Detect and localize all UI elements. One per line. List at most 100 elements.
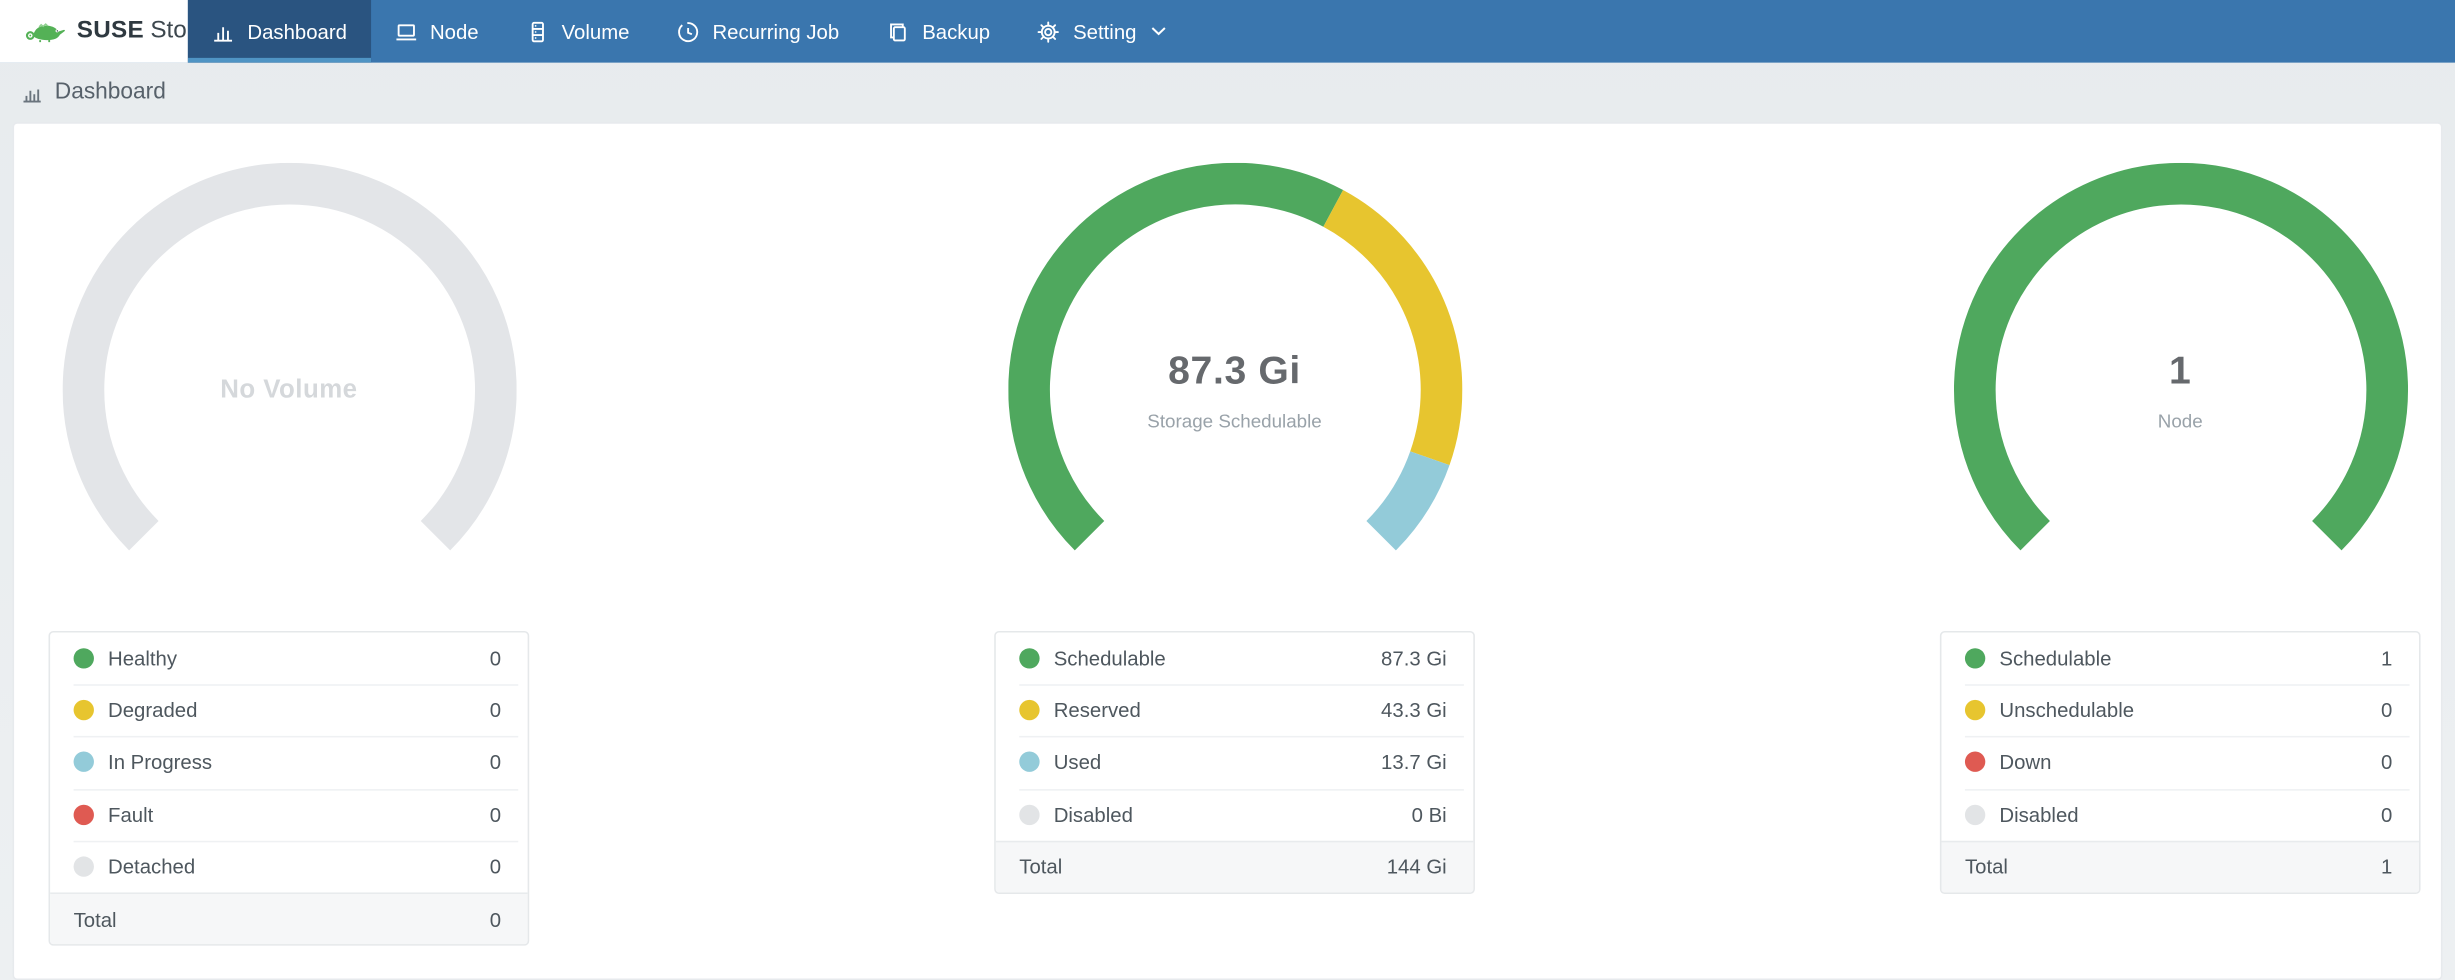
legend-row-schedulable[interactable]: Schedulable 1 <box>1941 633 2419 685</box>
dashboard-title-icon <box>20 81 43 104</box>
legend-row-healthy[interactable]: Healthy 0 <box>50 633 528 685</box>
node-panel: 1 Node Schedulable 1 Unschedulable 0 Down 0 Di… <box>1939 162 2421 946</box>
legend-total-row: Total 144 Gi <box>995 840 1474 893</box>
legend-row-degraded[interactable]: Degraded 0 <box>50 684 528 737</box>
legend-label: Unschedulable <box>1999 698 2135 723</box>
legend-label: Degraded <box>108 698 198 723</box>
chevron-down-icon <box>1151 27 1167 36</box>
legend-row-disabled[interactable]: Disabled 0 Bi <box>996 788 1474 840</box>
status-dot <box>1019 648 1040 669</box>
nav-item-setting[interactable]: Setting <box>1014 0 1190 63</box>
total-value: 144 Gi <box>1386 855 1447 879</box>
nav-item-label: Recurring Job <box>712 19 840 44</box>
suse-storage-logo[interactable]: SUSE Storage <box>0 0 235 63</box>
storage-legend-table: Schedulable 87.3 Gi Reserved 43.3 Gi Used 13.… <box>994 630 1475 894</box>
legend-label: Schedulable <box>1999 646 2112 671</box>
status-dot <box>73 648 94 669</box>
status-dot <box>1019 804 1040 825</box>
legend-value: 13.7 Gi <box>1381 750 1447 775</box>
status-dot <box>73 804 94 825</box>
legend-label: Down <box>1999 750 2052 775</box>
total-label: Total <box>1964 855 2008 879</box>
total-label: Total <box>1019 855 1063 879</box>
legend-value: 0 <box>489 698 502 723</box>
legend-label: Detached <box>108 854 196 879</box>
bar-chart-icon <box>211 20 234 43</box>
gear-icon <box>1037 20 1060 43</box>
legend-total-row: Total 0 <box>50 892 528 945</box>
nav-item-label: Setting <box>1073 19 1137 44</box>
page-title: Dashboard <box>54 79 166 105</box>
status-dot <box>73 700 94 721</box>
total-value: 0 <box>489 907 502 931</box>
legend-value: 0 <box>2381 750 2393 775</box>
node-legend-table: Schedulable 1 Unschedulable 0 Down 0 Disabled 0… <box>1939 630 2421 894</box>
clock-icon <box>676 20 699 43</box>
legend-label: Reserved <box>1053 698 1141 723</box>
legend-label: Healthy <box>108 646 178 671</box>
dashboard-card: No Volume Healthy 0 Degraded 0 In Progress 0 F… <box>12 122 2443 980</box>
volume-gauge-chart[interactable]: No Volume <box>61 162 516 617</box>
legend-label: Schedulable <box>1053 646 1166 671</box>
dashboard-panels: No Volume Healthy 0 Degraded 0 In Progress 0 F… <box>14 124 2441 946</box>
storage-gauge-chart[interactable]: 87.3 Gi Storage Schedulable <box>1007 162 1462 617</box>
nav-item-backup[interactable]: Backup <box>863 0 1014 63</box>
status-dot <box>73 856 94 877</box>
nav-item-label: Dashboard <box>247 19 347 44</box>
nav-item-label: Node <box>429 19 479 44</box>
legend-label: Disabled <box>1053 802 1133 827</box>
nav-item-label: Backup <box>922 19 991 44</box>
legend-row-disabled[interactable]: Disabled 0 <box>1941 788 2419 840</box>
node-gauge-chart[interactable]: 1 Node <box>1953 162 2408 617</box>
top-navbar: SUSE Storage Dashboard Node Volume Recurrin… <box>0 0 2455 63</box>
legend-value: 0 <box>2381 802 2393 827</box>
legend-row-detached[interactable]: Detached 0 <box>50 840 528 892</box>
legend-value: 0 <box>489 646 502 671</box>
status-dot <box>1019 700 1040 721</box>
legend-row-unschedulable[interactable]: Unschedulable 0 <box>1941 684 2419 737</box>
nav-item-recurring-job[interactable]: Recurring Job <box>653 0 863 63</box>
legend-row-fault[interactable]: Fault 0 <box>50 788 528 840</box>
laptop-icon <box>394 20 417 43</box>
volume-legend-table: Healthy 0 Degraded 0 In Progress 0 Fault 0 Detac… <box>48 630 530 946</box>
legend-label: Fault <box>108 802 154 827</box>
chameleon-logo-icon <box>25 23 65 43</box>
nav-item-volume[interactable]: Volume <box>502 0 653 63</box>
legend-value: 1 <box>2381 646 2393 671</box>
page-header: Dashboard <box>0 63 2455 122</box>
legend-label: In Progress <box>108 750 213 775</box>
total-value: 1 <box>2381 855 2393 879</box>
legend-value: 0 <box>489 802 502 827</box>
legend-row-in-progress[interactable]: In Progress 0 <box>50 736 528 788</box>
nav-item-label: Volume <box>561 19 630 44</box>
brand-suse: SUSE <box>76 17 145 44</box>
status-dot <box>1964 752 1986 773</box>
status-dot <box>1964 700 1986 721</box>
legend-value: 0 <box>489 854 502 879</box>
storage-panel: 87.3 Gi Storage Schedulable Schedulable 8… <box>994 162 1475 946</box>
volume-panel: No Volume Healthy 0 Degraded 0 In Progress 0 F… <box>48 162 530 946</box>
status-dot <box>1964 648 1986 669</box>
legend-label: Disabled <box>1999 802 2079 827</box>
legend-total-row: Total 1 <box>1941 840 2419 893</box>
total-label: Total <box>73 907 117 931</box>
nav-items: Dashboard Node Volume Recurring Job Backup Se… <box>187 0 1190 63</box>
status-dot <box>1964 804 1986 825</box>
status-dot <box>1019 752 1040 773</box>
copy-icon <box>886 20 909 43</box>
legend-value: 0 <box>2381 698 2393 723</box>
legend-row-schedulable[interactable]: Schedulable 87.3 Gi <box>996 633 1474 685</box>
legend-row-used[interactable]: Used 13.7 Gi <box>996 736 1474 788</box>
legend-row-reserved[interactable]: Reserved 43.3 Gi <box>996 684 1474 737</box>
legend-value: 0 <box>489 750 502 775</box>
legend-value: 0 Bi <box>1411 802 1447 827</box>
status-dot <box>73 752 94 773</box>
nav-item-node[interactable]: Node <box>370 0 502 63</box>
legend-row-down[interactable]: Down 0 <box>1941 736 2419 788</box>
nav-item-dashboard[interactable]: Dashboard <box>187 0 371 63</box>
server-icon <box>526 20 549 43</box>
legend-value: 87.3 Gi <box>1381 646 1447 671</box>
legend-label: Used <box>1053 750 1102 775</box>
legend-value: 43.3 Gi <box>1381 698 1447 723</box>
